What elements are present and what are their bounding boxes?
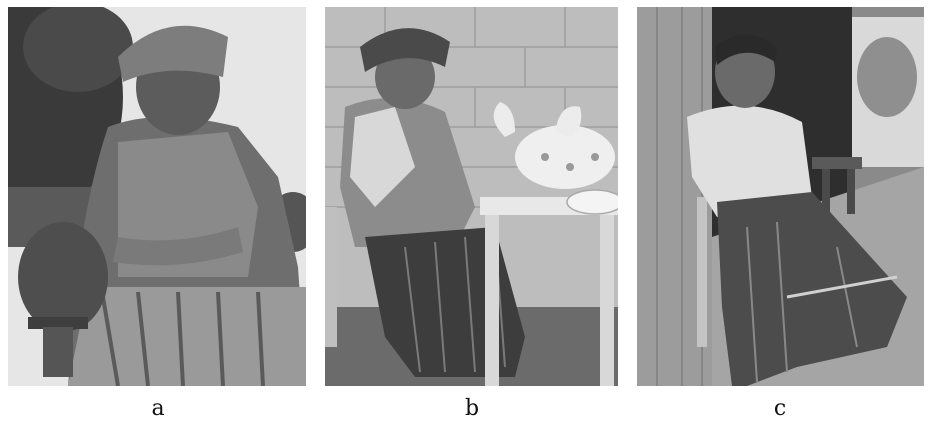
photo-panel-c [637,7,924,386]
seated-woman-photo [637,7,924,386]
panel-caption-b: b [464,396,480,421]
photo-panel-b [325,7,618,386]
statue-photo [8,7,306,386]
panel-caption-a: a [151,396,165,421]
artisan-at-table-photo [325,7,618,386]
panel-caption-c: c [773,396,787,421]
photo-panel-a [8,7,306,386]
